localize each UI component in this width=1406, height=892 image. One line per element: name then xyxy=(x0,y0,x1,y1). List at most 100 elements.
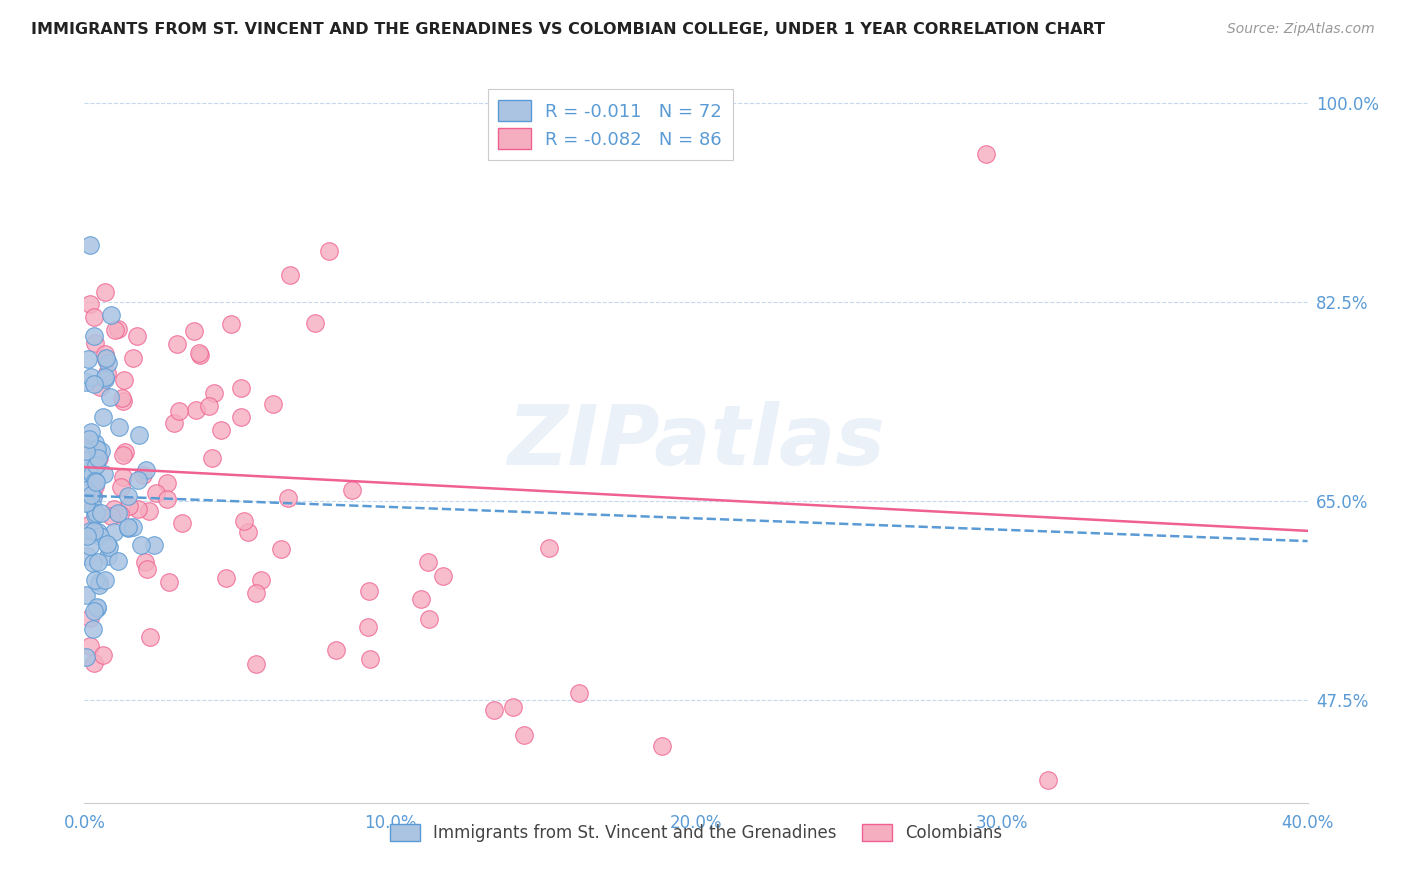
Point xyxy=(77,451,100,466)
Point xyxy=(83,604,105,618)
Point xyxy=(262,397,284,411)
Point xyxy=(79,517,101,532)
Point xyxy=(84,335,107,350)
Point xyxy=(122,520,145,534)
Point xyxy=(94,573,117,587)
Point xyxy=(98,540,121,554)
Point xyxy=(277,491,299,505)
Point xyxy=(94,352,117,367)
Point xyxy=(86,600,108,615)
Point xyxy=(245,586,267,600)
Point xyxy=(84,508,107,522)
Point xyxy=(112,470,135,484)
Point xyxy=(1036,772,1059,787)
Point xyxy=(96,537,118,551)
Point xyxy=(90,506,112,520)
Point xyxy=(84,436,107,450)
Point xyxy=(117,519,139,533)
Point xyxy=(132,468,155,483)
Point xyxy=(91,409,114,424)
Point xyxy=(98,390,121,404)
Point xyxy=(79,539,101,553)
Point xyxy=(96,366,118,380)
Point xyxy=(93,467,115,481)
Point xyxy=(135,463,157,477)
Point xyxy=(270,542,292,557)
Point xyxy=(86,442,108,456)
Point xyxy=(80,487,103,501)
Point xyxy=(325,643,347,657)
Point xyxy=(112,448,135,462)
Point xyxy=(79,440,101,454)
Point xyxy=(304,316,326,330)
Point xyxy=(79,524,101,539)
Point xyxy=(75,443,97,458)
Point xyxy=(87,450,110,465)
Point xyxy=(79,370,101,384)
Point xyxy=(409,591,432,606)
Point xyxy=(127,473,149,487)
Point xyxy=(198,399,221,413)
Point xyxy=(107,507,129,521)
Point xyxy=(87,451,110,466)
Point xyxy=(83,656,105,670)
Point xyxy=(111,391,134,405)
Point xyxy=(75,483,97,497)
Point xyxy=(75,588,97,602)
Point xyxy=(79,611,101,625)
Point xyxy=(186,403,208,417)
Point xyxy=(232,514,254,528)
Point xyxy=(145,486,167,500)
Point xyxy=(83,310,105,324)
Point xyxy=(84,442,107,457)
Point xyxy=(245,657,267,672)
Point xyxy=(122,351,145,366)
Point xyxy=(96,351,118,366)
Point xyxy=(93,648,115,663)
Point xyxy=(187,345,209,359)
Point xyxy=(83,377,105,392)
Point xyxy=(482,703,505,717)
Point xyxy=(138,504,160,518)
Point xyxy=(83,329,105,343)
Point xyxy=(90,444,112,458)
Point xyxy=(75,649,97,664)
Point xyxy=(75,496,97,510)
Point xyxy=(82,488,104,502)
Point xyxy=(108,507,131,521)
Text: ZIPatlas: ZIPatlas xyxy=(508,401,884,482)
Point xyxy=(94,346,117,360)
Point xyxy=(107,322,129,336)
Point xyxy=(83,524,105,538)
Point xyxy=(340,483,363,497)
Point xyxy=(568,686,591,700)
Point xyxy=(143,539,166,553)
Point xyxy=(82,467,104,481)
Point xyxy=(118,499,141,513)
Point xyxy=(93,285,115,299)
Point xyxy=(89,529,111,543)
Point xyxy=(100,509,122,524)
Point xyxy=(128,427,150,442)
Point xyxy=(83,474,105,488)
Point xyxy=(157,575,180,590)
Point xyxy=(103,525,125,540)
Point xyxy=(135,562,157,576)
Point xyxy=(97,355,120,369)
Point xyxy=(418,555,440,569)
Point xyxy=(202,385,225,400)
Point xyxy=(76,529,98,543)
Point xyxy=(77,470,100,484)
Point xyxy=(87,555,110,569)
Point xyxy=(79,297,101,311)
Point xyxy=(86,601,108,615)
Point xyxy=(214,571,236,585)
Point xyxy=(108,419,131,434)
Point xyxy=(139,630,162,644)
Point xyxy=(357,620,380,634)
Point xyxy=(82,622,104,636)
Point xyxy=(82,500,104,514)
Point xyxy=(77,463,100,477)
Point xyxy=(82,490,104,504)
Point xyxy=(79,639,101,653)
